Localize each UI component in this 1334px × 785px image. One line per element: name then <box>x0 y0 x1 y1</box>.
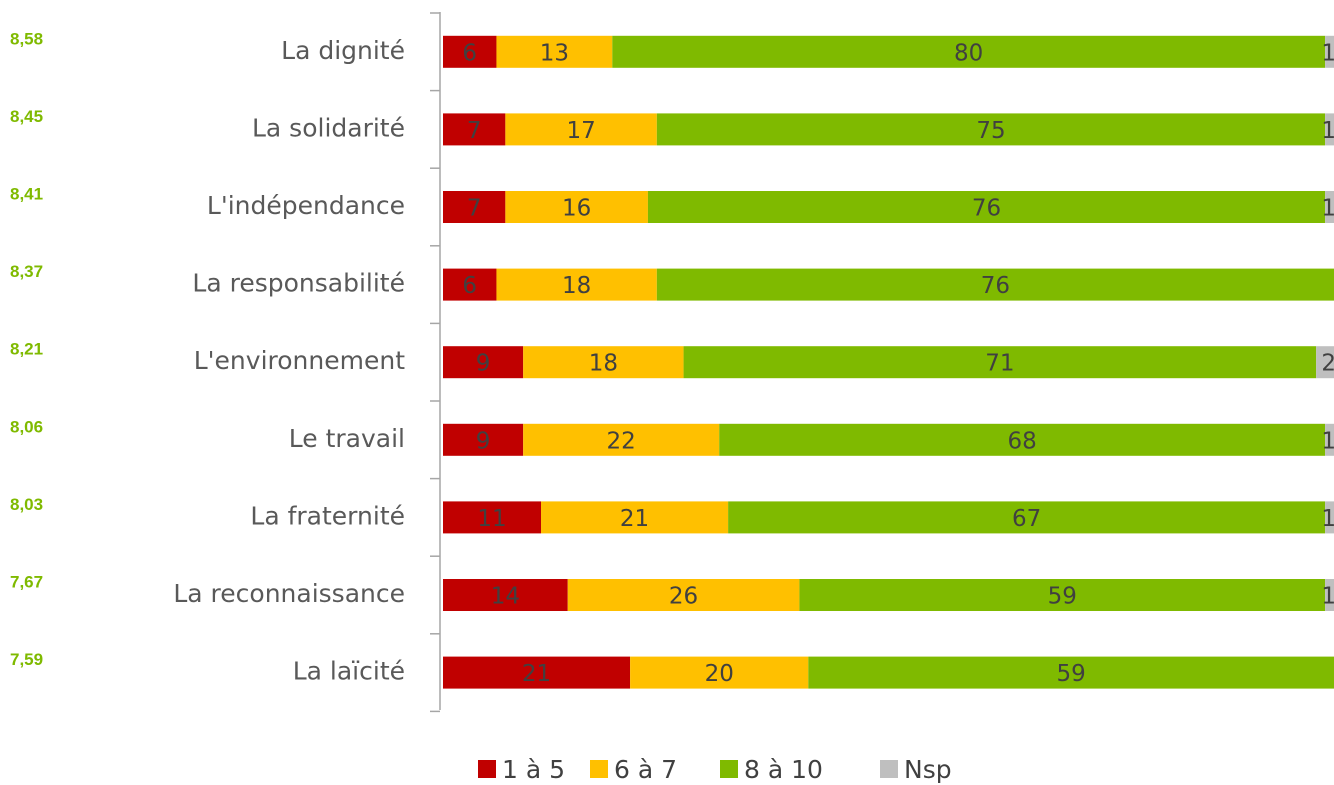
mean-score: 8,21 <box>10 340 43 359</box>
mean-score: 8,03 <box>10 495 43 514</box>
bar-segment <box>523 423 720 456</box>
bar-segment <box>443 113 506 146</box>
data-label: 2 <box>1321 351 1334 377</box>
category-label: L'indépendance <box>207 191 405 220</box>
data-label: 59 <box>1057 661 1086 687</box>
bar-segment <box>728 501 1326 534</box>
bar-segment <box>1325 113 1334 146</box>
mean-score: 7,67 <box>10 572 43 591</box>
bar-segment <box>656 268 1334 301</box>
data-label: 68 <box>1008 428 1037 454</box>
bar-segment <box>1325 501 1334 534</box>
mean-score: 8,41 <box>10 184 43 203</box>
category-label: La laïcité <box>293 657 405 686</box>
bar-segment <box>719 423 1326 456</box>
data-label: 1 <box>1321 584 1334 610</box>
data-label: 6 <box>462 273 477 299</box>
bar-segment <box>647 191 1326 223</box>
bar-segment <box>523 346 684 379</box>
data-label: 18 <box>562 273 591 299</box>
data-label: 1 <box>1321 428 1334 454</box>
data-label: 22 <box>607 428 636 454</box>
bar-segment <box>443 191 506 223</box>
category-label: La reconnaissance <box>173 579 405 608</box>
mean-score: 8,45 <box>10 107 43 126</box>
data-label: 20 <box>705 661 734 687</box>
bar-segment <box>443 423 524 456</box>
data-label: 9 <box>476 428 491 454</box>
bar-segment <box>505 191 648 223</box>
legend-swatch <box>880 760 898 778</box>
data-label: 17 <box>566 118 595 144</box>
bar-segment <box>443 346 524 379</box>
data-label: 1 <box>1321 506 1334 532</box>
category-label: La dignité <box>281 36 405 65</box>
data-label: 59 <box>1048 584 1077 610</box>
data-label: 7 <box>467 118 482 144</box>
mean-score: 7,59 <box>10 650 43 669</box>
data-label: 6 <box>462 40 477 66</box>
bar-segment <box>1325 191 1334 223</box>
mean-score: 8,37 <box>10 262 43 281</box>
legend-label: 1 à 5 <box>502 755 565 784</box>
data-label: 14 <box>491 584 520 610</box>
bar-segment <box>656 113 1326 146</box>
bar-segment <box>496 35 613 68</box>
data-label: 67 <box>1012 506 1041 532</box>
bar-segment <box>1325 35 1334 68</box>
legend-label: 6 à 7 <box>614 755 677 784</box>
category-label: Le travail <box>289 424 405 453</box>
data-label: 76 <box>981 273 1010 299</box>
data-label: 16 <box>562 196 591 222</box>
category-label: La fraternité <box>250 501 405 530</box>
category-label: L'environnement <box>194 346 405 375</box>
legend-swatch <box>720 760 738 778</box>
data-label: 76 <box>972 196 1001 222</box>
bar-segment <box>1316 346 1334 379</box>
legend-swatch <box>478 760 496 778</box>
legend-swatch <box>590 760 608 778</box>
bar-segment <box>1325 579 1334 611</box>
bar-segment <box>443 268 497 301</box>
data-label: 11 <box>477 506 506 532</box>
legend-label: Nsp <box>904 755 952 784</box>
bar-segment <box>567 579 800 611</box>
bar-segment <box>799 579 1326 611</box>
data-label: 80 <box>954 40 983 66</box>
bar-segment <box>541 501 729 534</box>
data-label: 1 <box>1321 40 1334 66</box>
category-label: La solidarité <box>252 113 405 142</box>
category-label: La responsabilité <box>192 269 405 298</box>
bar-segment <box>808 656 1334 689</box>
mean-score: 8,06 <box>10 417 43 436</box>
data-label: 75 <box>976 118 1005 144</box>
bar-segment <box>612 35 1326 68</box>
bar-segment <box>1325 423 1334 456</box>
data-label: 1 <box>1321 196 1334 222</box>
bar-segment <box>496 268 657 301</box>
bar-segment <box>443 501 542 534</box>
data-label: 7 <box>467 196 482 222</box>
bar-segment <box>443 656 631 689</box>
data-label: 21 <box>620 506 649 532</box>
bar-segment <box>505 113 657 146</box>
data-label: 21 <box>522 661 551 687</box>
bar-segment <box>443 35 497 68</box>
data-label: 1 <box>1321 118 1334 144</box>
bar-segment <box>630 656 809 689</box>
bar-segment <box>683 346 1317 379</box>
mean-score: 8,58 <box>10 29 43 48</box>
data-label: 26 <box>669 584 698 610</box>
data-label: 18 <box>589 351 618 377</box>
data-label: 9 <box>476 351 491 377</box>
legend-label: 8 à 10 <box>744 755 823 784</box>
data-label: 13 <box>540 40 569 66</box>
data-label: 71 <box>985 351 1014 377</box>
bar-segment <box>443 579 568 611</box>
